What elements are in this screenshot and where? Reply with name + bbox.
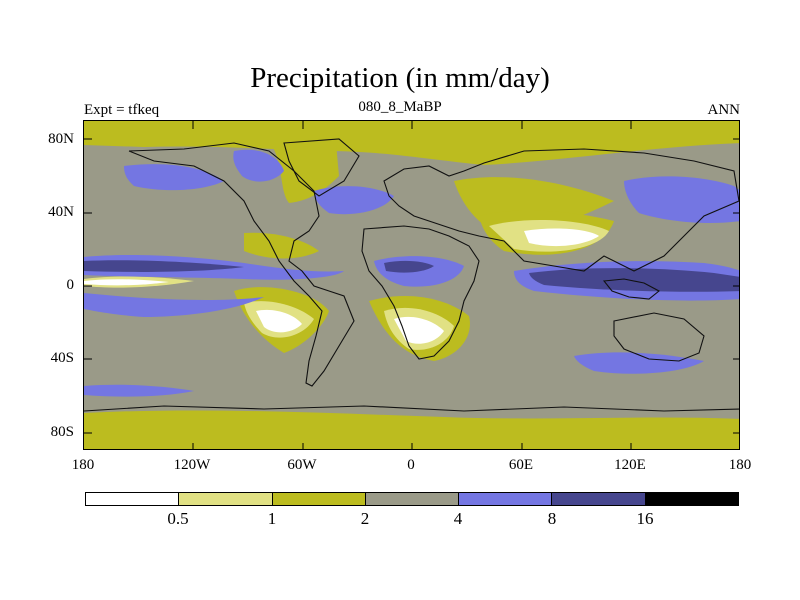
field-lt05-africa [394,316,444,344]
colorbar-label: 8 [547,509,557,528]
field-8-16-itcz [84,260,244,272]
lon-label-60e: 60E [508,457,534,473]
field-4-8-north-america [233,149,284,182]
coastline-eurasia [383,148,739,272]
lat-label-80n: 80N [48,131,74,147]
lat-label-40n: 40N [48,204,74,220]
season-label: ANN [707,102,741,118]
field-8-16-warm-pool [529,268,739,292]
coastline-antarctica [84,405,739,412]
lat-label-80s: 80S [50,424,74,440]
field-4-8-north-pacific [124,164,224,191]
field-4-8-southern-ocean [574,352,704,374]
field-1-2-antarctic [84,410,739,449]
colorbar-swatch [552,493,646,505]
coastline-australia [613,312,705,362]
colorbar-swatch [645,493,738,505]
colorbar-swatch [365,493,460,505]
coastlines [84,138,739,412]
colorbar [85,492,739,506]
field-4-8-north-atlantic [314,186,394,215]
lon-label-180e: 180 [728,457,752,473]
precipitation-field [84,121,739,449]
colorbar-label: 2 [360,509,370,528]
field-4-8-itcz-south [84,293,264,317]
colorbar-swatch [272,493,366,505]
lon-label-60w: 60W [287,457,317,473]
field-4-8-north-pacific-east [624,176,739,224]
experiment-period: 080_8_MaBP [358,99,442,115]
lon-label-120e: 120E [614,457,646,473]
map-title: Precipitation (in mm/day) [250,62,550,94]
lat-label-equator: 0 [66,277,75,293]
field-1-2-north-pacific [244,232,319,259]
frame-ticks [84,121,739,449]
colorbar-label: 4 [453,509,463,528]
field-4-8-southern-pacific [84,384,194,397]
colorbar-swatch [459,493,553,505]
precipitation-map [83,120,740,450]
experiment-label: Expt = tfkeq [84,102,160,118]
field-1-2-arctic [84,121,739,165]
colorbar-swatch [86,493,180,505]
field-8-16-congo [384,260,434,273]
lon-label-0: 0 [407,457,415,473]
field-lt05-equatorial [84,279,169,286]
coastline-africa [361,225,480,360]
field-lt05-pacific [256,309,302,333]
coastline-greenland [283,138,360,197]
field-lt05-desert [524,228,599,247]
colorbar-label: 16 [636,509,654,528]
coastline-maritime-continent [602,278,660,300]
coastline-americas [128,142,355,387]
colorbar-label: 0.5 [167,509,189,528]
colorbar-label: 1 [267,509,277,528]
field-1-2-greenland [269,121,339,203]
lat-label-40s: 40S [50,350,74,366]
lon-label-120w: 120W [173,457,211,473]
lon-label-180w: 180 [71,457,95,473]
colorbar-swatch [179,493,273,505]
